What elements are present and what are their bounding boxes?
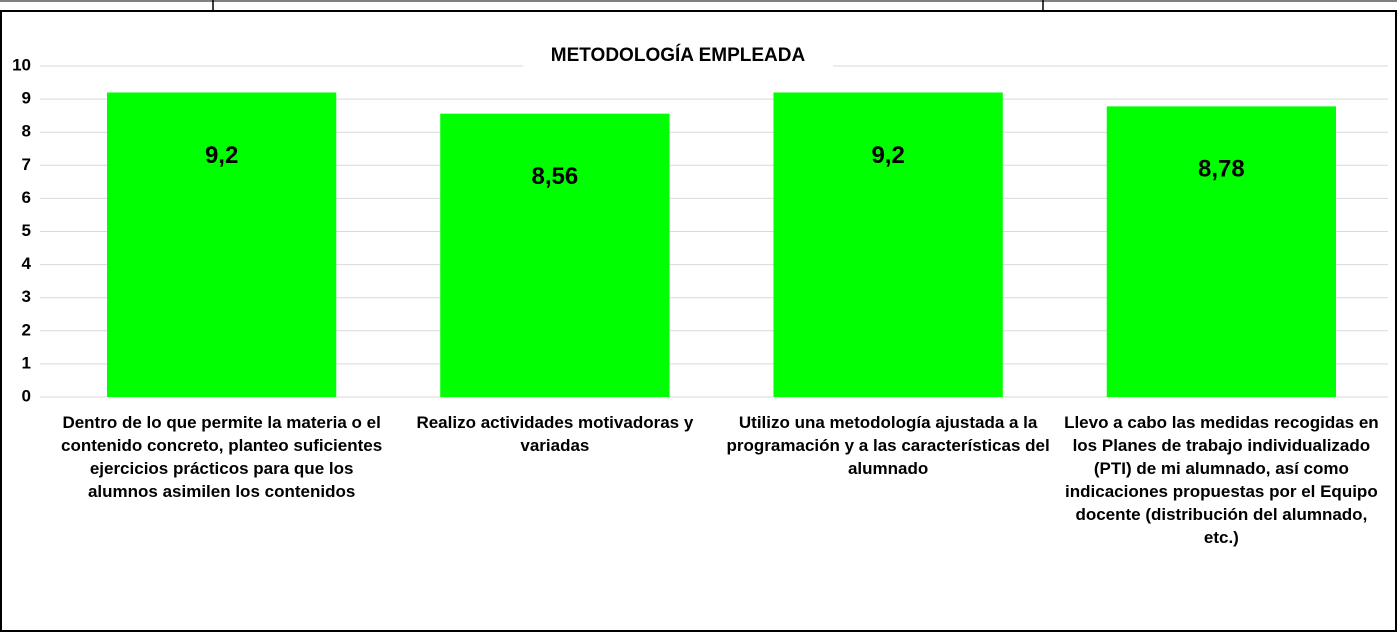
y-tick-label: 7 [22,155,31,174]
bar [440,113,670,397]
data-label: 8,78 [1198,156,1245,183]
y-tick-label: 6 [22,188,31,207]
y-tick-label: 3 [22,287,31,306]
y-tick-label: 10 [12,55,31,74]
x-tick-label: Utilizo una metodología ajustada a la pr… [726,413,1050,478]
y-tick-label: 9 [22,89,31,108]
x-tick-label: Llevo a cabo las medidas recogidas en lo… [1064,413,1379,547]
data-label: 9,2 [871,142,904,169]
data-label: 8,56 [532,163,579,190]
y-tick-label: 0 [22,386,31,405]
y-tick-label: 2 [22,320,31,339]
bar [1106,106,1337,397]
y-tick-label: 4 [22,254,32,273]
chart-frame [0,10,1397,632]
x-tick-label: Dentro de lo que permite la materia o el… [61,413,383,501]
bar [106,92,337,397]
y-tick-label: 8 [22,122,31,141]
title-bg [523,42,833,72]
x-tick-label: Realizo actividades motivadoras y variad… [416,413,694,455]
data-label: 9,2 [205,142,238,169]
chart-title: METODOLOGÍA EMPLEADA [551,44,806,66]
bar [773,92,1003,397]
y-tick-label: 1 [22,353,31,372]
y-tick-label: 5 [22,221,31,240]
